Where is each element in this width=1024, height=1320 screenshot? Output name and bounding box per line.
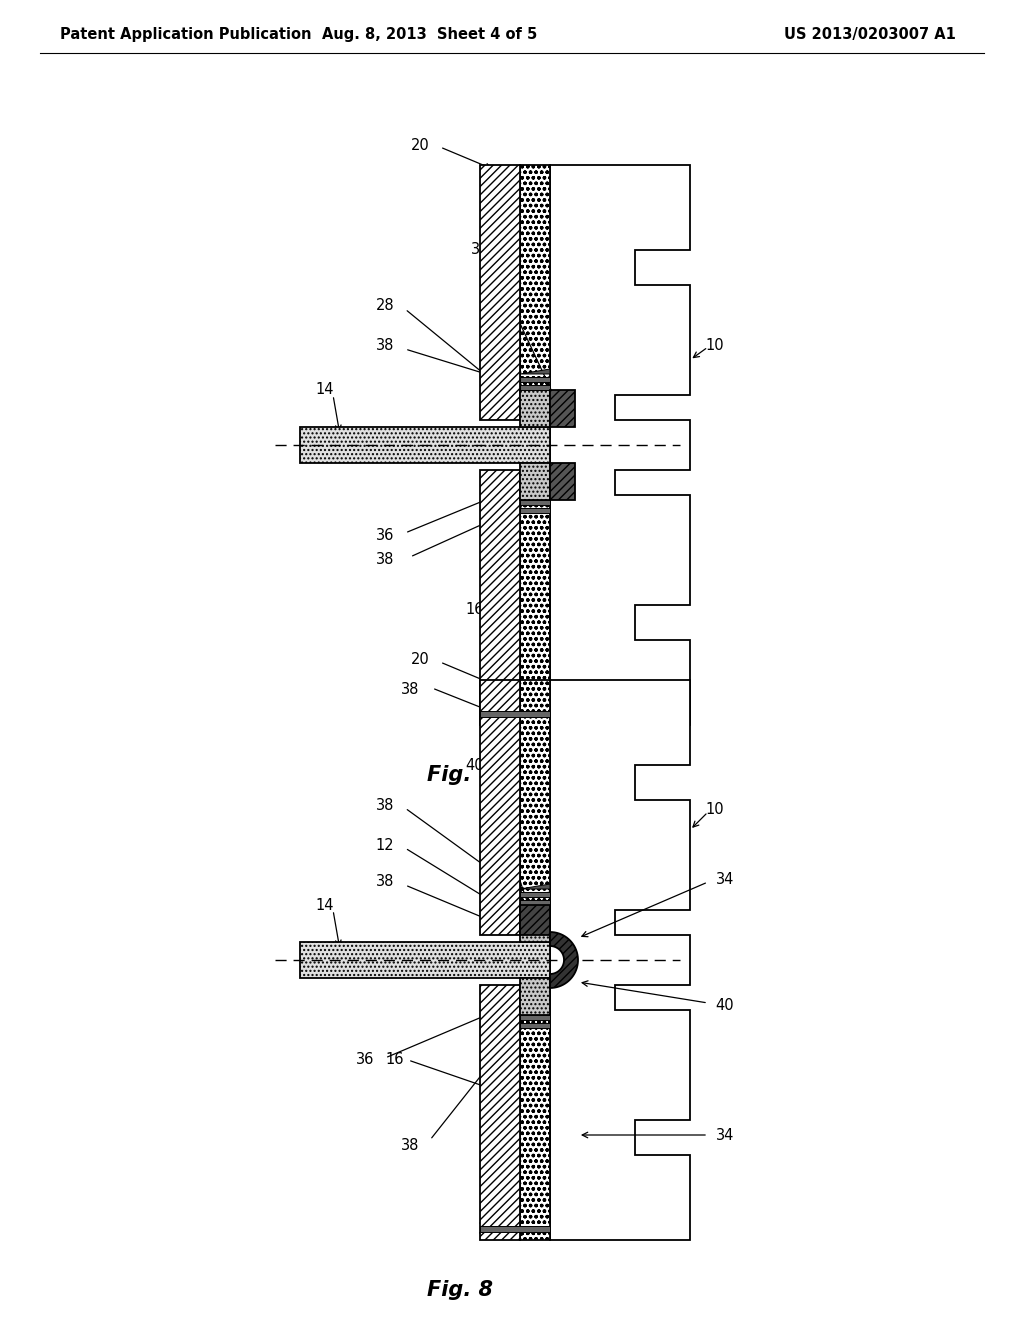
Polygon shape [480, 985, 520, 1239]
Text: 16: 16 [466, 602, 484, 618]
Polygon shape [520, 463, 550, 500]
Text: Fig. 7: Fig. 7 [427, 766, 493, 785]
Polygon shape [520, 680, 550, 935]
Bar [520, 508, 550, 513]
Polygon shape [520, 906, 550, 942]
Text: 30: 30 [478, 708, 497, 722]
Bar [520, 1015, 550, 1020]
Text: 20: 20 [411, 137, 429, 153]
Polygon shape [480, 165, 520, 420]
Polygon shape [550, 932, 578, 987]
Polygon shape [520, 900, 550, 906]
Polygon shape [550, 680, 690, 1239]
Text: 10: 10 [706, 338, 724, 352]
Text: 34: 34 [716, 1127, 734, 1143]
Polygon shape [520, 165, 550, 420]
Polygon shape [520, 978, 550, 1015]
Text: Aug. 8, 2013  Sheet 4 of 5: Aug. 8, 2013 Sheet 4 of 5 [323, 28, 538, 42]
Text: 38: 38 [400, 682, 419, 697]
Text: 38: 38 [376, 553, 394, 568]
Polygon shape [520, 892, 550, 898]
Polygon shape [480, 680, 520, 935]
Bar [520, 892, 550, 898]
Bar [520, 378, 550, 381]
Text: 36: 36 [355, 1052, 374, 1068]
Bar [520, 385, 550, 389]
Text: 40: 40 [716, 998, 734, 1012]
Text: Patent Application Publication: Patent Application Publication [60, 28, 311, 42]
Bar [520, 500, 550, 506]
Bar [520, 900, 550, 906]
Text: 14: 14 [315, 898, 334, 912]
Polygon shape [520, 385, 550, 389]
Text: 18: 18 [501, 1222, 519, 1238]
Text: Fig. 8: Fig. 8 [427, 1280, 493, 1300]
Text: 36: 36 [376, 528, 394, 543]
Text: 34: 34 [716, 873, 734, 887]
Text: US 2013/0203007 A1: US 2013/0203007 A1 [784, 28, 956, 42]
Polygon shape [300, 426, 550, 463]
Text: 10: 10 [706, 803, 724, 817]
Polygon shape [550, 389, 575, 426]
Text: 18: 18 [501, 708, 519, 722]
Polygon shape [300, 942, 550, 978]
Polygon shape [520, 389, 550, 426]
Text: 16: 16 [386, 1052, 404, 1068]
Text: 38: 38 [376, 874, 394, 890]
Polygon shape [550, 463, 575, 500]
Text: 30: 30 [478, 1222, 497, 1238]
Bar [480, 1226, 550, 1232]
Text: 14: 14 [315, 383, 334, 397]
Text: 34: 34 [471, 243, 489, 257]
Text: 38: 38 [376, 338, 394, 352]
Polygon shape [520, 370, 550, 374]
Text: 40: 40 [466, 758, 484, 772]
Bar [520, 1023, 550, 1028]
Polygon shape [520, 985, 550, 1239]
Polygon shape [550, 165, 690, 725]
Text: 12: 12 [376, 837, 394, 853]
Polygon shape [520, 378, 550, 381]
Text: 38: 38 [376, 797, 394, 813]
Polygon shape [520, 884, 550, 888]
Bar [480, 711, 550, 717]
Polygon shape [480, 470, 520, 725]
Polygon shape [520, 906, 550, 935]
Text: 20: 20 [411, 652, 429, 668]
Text: 28: 28 [376, 297, 394, 313]
Text: 38: 38 [400, 1138, 419, 1152]
Polygon shape [520, 470, 550, 725]
